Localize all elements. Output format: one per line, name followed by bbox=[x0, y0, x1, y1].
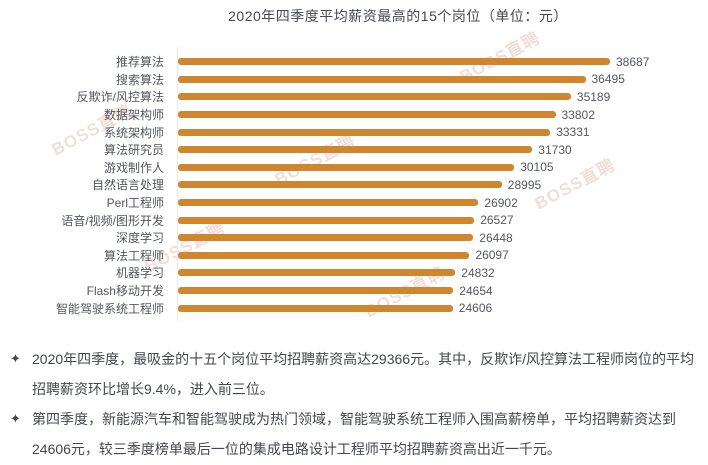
note-item: ✦ 第四季度，新能源汽车和智能驾驶成为热门领域，智能驾驶系统工程师入围高薪榜单，平… bbox=[10, 404, 700, 464]
bar-row: 系统架构师 33331 bbox=[0, 123, 708, 141]
bullet-diamond-icon: ✦ bbox=[10, 351, 21, 366]
bar-chart-rows: 推荐算法 38687 搜索算法 36495 反欺诈/风控算法 35189 数据架构师 3380… bbox=[0, 53, 708, 317]
bar-category-label: 算法研究员 bbox=[103, 143, 164, 158]
bar-category-label: 深度学习 bbox=[115, 231, 164, 246]
bar-area: 33802 bbox=[170, 108, 708, 122]
bar-value-label: 30105 bbox=[520, 160, 554, 175]
bar-area: 35189 bbox=[170, 90, 708, 104]
bar-row: Perl工程师 26902 bbox=[0, 194, 708, 212]
bar bbox=[178, 181, 502, 189]
bar bbox=[178, 199, 479, 207]
bar bbox=[178, 58, 610, 66]
bar-area: 26448 bbox=[170, 231, 708, 245]
bar-value-label: 38687 bbox=[616, 54, 650, 69]
bar-category-label: 推荐算法 bbox=[115, 55, 164, 70]
bar-area: 28995 bbox=[170, 178, 708, 192]
bar-value-label: 24832 bbox=[461, 265, 495, 280]
bar bbox=[178, 93, 571, 101]
bar-row: 推荐算法 38687 bbox=[0, 53, 708, 71]
bar bbox=[178, 304, 453, 312]
bar-area: 38687 bbox=[170, 55, 708, 69]
bar-row: 搜索算法 36495 bbox=[0, 71, 708, 89]
bar-area: 36495 bbox=[170, 72, 708, 86]
bar-row: 自然语言处理 28995 bbox=[0, 176, 708, 194]
bar bbox=[178, 128, 551, 136]
y-axis-line bbox=[177, 46, 178, 322]
bar-value-label: 28995 bbox=[507, 177, 542, 192]
bar-value-label: 35189 bbox=[576, 89, 611, 104]
bar bbox=[178, 163, 515, 171]
bar-value-label: 36495 bbox=[591, 72, 625, 87]
bar-row: 数据架构师 33802 bbox=[0, 106, 708, 124]
bar-value-label: 33802 bbox=[561, 107, 595, 122]
bar-value-label: 26527 bbox=[480, 213, 514, 228]
bar-area: 26527 bbox=[170, 213, 708, 227]
bar bbox=[178, 216, 475, 224]
note-item: ✦ 2020年四季度，最吸金的十五个岗位平均招聘薪资高达29366元。其中，反欺诈… bbox=[10, 344, 700, 404]
bar-category-label: Flash移动开发 bbox=[86, 284, 164, 299]
bar-row: 机器学习 24832 bbox=[0, 264, 708, 282]
bar-area: 24654 bbox=[170, 284, 708, 298]
note-text: 2020年四季度，最吸金的十五个岗位平均招聘薪资高达29366元。其中，反欺诈/… bbox=[32, 351, 694, 397]
bar-row: 深度学习 26448 bbox=[0, 229, 708, 247]
bar-category-label: 机器学习 bbox=[115, 266, 164, 281]
bar-category-label: 搜索算法 bbox=[115, 72, 164, 87]
bar-area: 26097 bbox=[170, 248, 708, 262]
bar-category-label: 反欺诈/风控算法 bbox=[76, 90, 164, 105]
bar-row: 语音/视频/图形开发 26527 bbox=[0, 211, 708, 229]
bar bbox=[178, 287, 454, 295]
bar bbox=[178, 234, 474, 242]
bar bbox=[178, 111, 556, 119]
bar-area: 30105 bbox=[170, 160, 708, 174]
bar-value-label: 26097 bbox=[475, 248, 509, 263]
bar-value-label: 24606 bbox=[458, 301, 493, 316]
bar-chart: 推荐算法 38687 搜索算法 36495 反欺诈/风控算法 35189 数据架构师 3380… bbox=[0, 46, 708, 322]
bullet-diamond-icon: ✦ bbox=[10, 411, 21, 426]
bar-value-label: 26448 bbox=[479, 230, 513, 245]
note-text: 第四季度，新能源汽车和智能驾驶成为热门领域，智能驾驶系统工程师入围高薪榜单，平均… bbox=[32, 411, 676, 457]
bar-category-label: 系统架构师 bbox=[103, 125, 164, 140]
bar bbox=[178, 75, 586, 83]
bar-row: 算法工程师 26097 bbox=[0, 247, 708, 265]
bar bbox=[178, 269, 456, 277]
bar-category-label: 智能驾驶系统工程师 bbox=[55, 301, 164, 316]
bar-value-label: 31730 bbox=[538, 142, 572, 157]
bar-area: 24832 bbox=[170, 266, 708, 280]
bar-area: 31730 bbox=[170, 143, 708, 157]
bar-row: Flash移动开发 24654 bbox=[0, 282, 708, 300]
bar-category-label: 语音/视频/图形开发 bbox=[61, 213, 164, 228]
bar-category-label: 算法工程师 bbox=[103, 248, 164, 263]
bar-category-label: 游戏制作人 bbox=[103, 160, 164, 175]
chart-title: 2020年四季度平均薪资最高的15个岗位（单位：元） bbox=[228, 8, 568, 24]
bar bbox=[178, 146, 533, 154]
bar-category-label: 数据架构师 bbox=[103, 108, 164, 123]
bar-row: 游戏制作人 30105 bbox=[0, 159, 708, 177]
bar-area: 26902 bbox=[170, 196, 708, 210]
bar-area: 33331 bbox=[170, 125, 708, 139]
bar-category-label: 自然语言处理 bbox=[91, 178, 164, 193]
bar-row: 反欺诈/风控算法 35189 bbox=[0, 88, 708, 106]
bar-row: 智能驾驶系统工程师 24606 bbox=[0, 299, 708, 317]
bar-value-label: 24654 bbox=[459, 283, 493, 298]
bar-value-label: 33331 bbox=[556, 125, 590, 140]
bar-area: 24606 bbox=[170, 301, 708, 315]
bar bbox=[178, 251, 470, 259]
bar-category-label: Perl工程师 bbox=[106, 196, 164, 211]
bar-row: 算法研究员 31730 bbox=[0, 141, 708, 159]
bar-value-label: 26902 bbox=[484, 195, 518, 210]
notes: ✦ 2020年四季度，最吸金的十五个岗位平均招聘薪资高达29366元。其中，反欺诈… bbox=[10, 344, 700, 464]
